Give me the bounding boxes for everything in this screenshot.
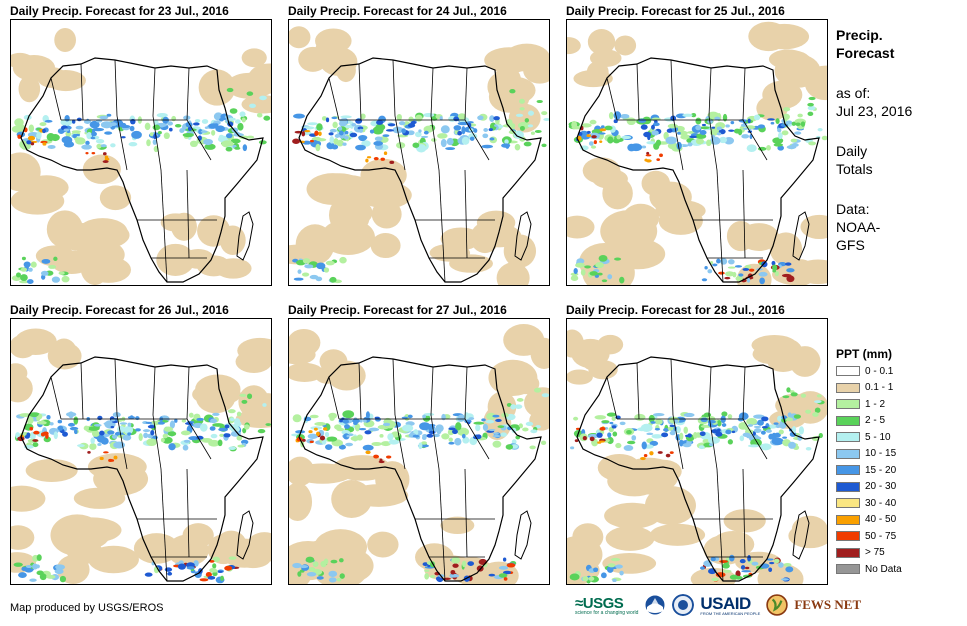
asof-label: as of: [836, 85, 871, 101]
sidebar-title-line1: Precip. [836, 27, 883, 43]
forecast-panel: Daily Precip. Forecast for 23 Jul., 2016 [10, 4, 272, 286]
legend-title: PPT (mm) [836, 347, 893, 361]
legend-item: > 75 [836, 545, 961, 562]
legend-item: 0 - 0.1 [836, 363, 961, 380]
legend-swatch [836, 366, 860, 377]
legend-swatch [836, 564, 860, 575]
legend-label: 1 - 2 [865, 398, 886, 410]
data-source-label: Data: [836, 201, 870, 217]
legend-label: 0 - 0.1 [865, 365, 894, 377]
usaid-logo-text: USAID [700, 594, 751, 613]
forecast-map [288, 318, 550, 585]
usgs-logo-tagline: science for a changing world [575, 609, 639, 616]
usgs-logo-text: ≈USGS [575, 594, 624, 612]
panel-title: Daily Precip. Forecast for 25 Jul., 2016 [566, 4, 785, 18]
noaa-logo-icon [644, 594, 666, 616]
legend-label: 2 - 5 [865, 415, 886, 427]
fews-globe-icon [766, 594, 789, 616]
sidebar-title-line2: Forecast [836, 45, 895, 61]
forecast-map [566, 19, 828, 286]
forecast-panel: Daily Precip. Forecast for 24 Jul., 2016 [288, 4, 550, 286]
legend-label: 30 - 40 [865, 497, 897, 509]
africa-map [11, 319, 271, 584]
usgs-logo: ≈USGS science for a changing world [575, 595, 638, 616]
legend-item: 15 - 20 [836, 462, 961, 479]
forecast-map [10, 318, 272, 585]
asof-date: Jul 23, 2016 [836, 103, 913, 119]
africa-map [289, 319, 549, 584]
legend-swatch [836, 481, 860, 492]
forecast-map [566, 318, 828, 585]
info-sidebar: Precip. Forecast as of: Jul 23, 2016 Dai… [836, 26, 961, 276]
panel-title: Daily Precip. Forecast for 23 Jul., 2016 [10, 4, 229, 18]
usaid-logo-tagline: FROM THE AMERICAN PEOPLE [700, 611, 761, 616]
panel-title: Daily Precip. Forecast for 28 Jul., 2016 [566, 303, 785, 317]
forecast-panel: Daily Precip. Forecast for 28 Jul., 2016 [566, 303, 828, 585]
legend-swatch [836, 448, 860, 459]
panel-title: Daily Precip. Forecast for 27 Jul., 2016 [288, 303, 507, 317]
forecast-panel: Daily Precip. Forecast for 27 Jul., 2016 [288, 303, 550, 585]
legend-label: 5 - 10 [865, 431, 891, 443]
fews-net-logo: FEWS NET [794, 597, 862, 612]
legend-item: 50 - 75 [836, 528, 961, 545]
legend-item: 0.1 - 1 [836, 380, 961, 397]
legend-swatch [836, 415, 860, 426]
legend-swatch [836, 498, 860, 509]
legend-item: 2 - 5 [836, 413, 961, 430]
dhs-seal-icon [672, 594, 695, 616]
legend-label: No Data [865, 563, 902, 575]
legend-swatch [836, 547, 860, 558]
legend-label: 10 - 15 [865, 448, 897, 460]
legend-label: 0.1 - 1 [865, 382, 894, 394]
forecast-map [10, 19, 272, 286]
legend-swatch [836, 399, 860, 410]
totals-line1: Daily [836, 143, 868, 159]
legend-swatch [836, 514, 860, 525]
panel-title: Daily Precip. Forecast for 26 Jul., 2016 [10, 303, 229, 317]
legend-item: 1 - 2 [836, 396, 961, 413]
africa-map [567, 20, 827, 285]
africa-map [567, 319, 827, 584]
legend-swatch [836, 432, 860, 443]
forecast-map [288, 19, 550, 286]
africa-map [289, 20, 549, 285]
legend-item: 30 - 40 [836, 495, 961, 512]
legend-swatch [836, 465, 860, 476]
map-credit: Map produced by USGS/EROS [10, 602, 164, 614]
precip-legend: PPT (mm) 0 - 0.1 0.1 - 1 1 - 2 2 - 5 5 - 10 1… [836, 347, 961, 578]
legend-swatch [836, 531, 860, 542]
forecast-panel: Daily Precip. Forecast for 26 Jul., 2016 [10, 303, 272, 585]
legend-item: 5 - 10 [836, 429, 961, 446]
legend-item: 40 - 50 [836, 512, 961, 529]
legend-item: 20 - 30 [836, 479, 961, 496]
legend-label: 20 - 30 [865, 481, 897, 493]
forecast-panel: Daily Precip. Forecast for 25 Jul., 2016 [566, 4, 828, 286]
africa-map [11, 20, 271, 285]
legend-swatch [836, 382, 860, 393]
totals-line2: Totals [836, 161, 873, 177]
legend-label: > 75 [865, 547, 885, 559]
legend-label: 40 - 50 [865, 514, 897, 526]
panel-title: Daily Precip. Forecast for 24 Jul., 2016 [288, 4, 507, 18]
data-source-line2: NOAA- [836, 219, 881, 235]
logo-strip: ≈USGS science for a changing world USAID… [575, 594, 861, 616]
data-source-line3: GFS [836, 237, 865, 253]
usaid-logo: USAID FROM THE AMERICAN PEOPLE [700, 594, 760, 616]
legend-item: No Data [836, 561, 961, 578]
legend-label: 15 - 20 [865, 464, 897, 476]
legend-label: 50 - 75 [865, 530, 897, 542]
legend-item: 10 - 15 [836, 446, 961, 463]
